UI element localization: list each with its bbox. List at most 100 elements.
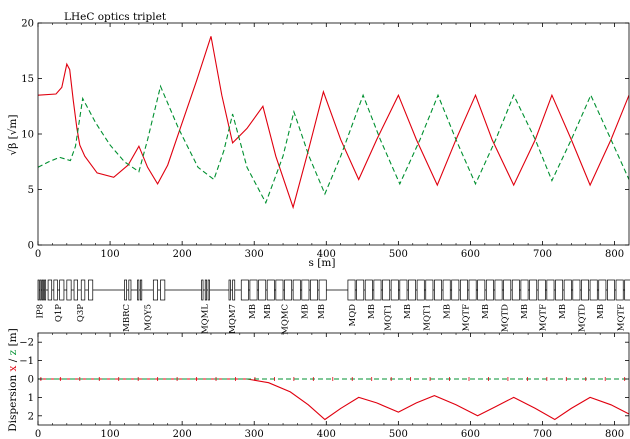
dispersion-x-tick-label: 700 xyxy=(533,429,552,439)
lattice-magnet xyxy=(477,279,486,301)
lattice-label: IP8 xyxy=(35,304,45,319)
lattice-label: MB xyxy=(317,304,327,319)
lattice-label: MB xyxy=(596,304,606,319)
lattice-magnet xyxy=(39,279,42,301)
lattice-magnet xyxy=(589,279,598,301)
lattice-magnet xyxy=(581,279,589,301)
beta-x-tick-label: 200 xyxy=(173,249,192,260)
dispersion-panel: 0 100 200 300 400 500 600 700 800 −2 −1 0 1 2 Dispers… xyxy=(7,328,630,439)
lattice-magnet xyxy=(416,279,425,301)
lattice-magnet xyxy=(152,279,158,301)
dispersion-y-axis-label: Dispersion x / z [m] xyxy=(7,328,19,431)
beta-x-tick-label: 500 xyxy=(389,249,408,260)
beta-y-tick-label: 5 xyxy=(28,185,34,196)
lattice-magnet xyxy=(128,279,132,301)
dispersion-series-x-line xyxy=(38,378,629,421)
lattice-label: MQD xyxy=(348,304,358,327)
dispersion-ylabel-part: / xyxy=(7,355,19,365)
beta-x-tick-label: 0 xyxy=(35,249,41,260)
lattice-magnet xyxy=(59,279,65,301)
lattice-magnet xyxy=(53,279,58,301)
lattice-magnet xyxy=(284,279,293,301)
dispersion-x-tick-label: 300 xyxy=(245,429,264,439)
lattice-magnet xyxy=(572,279,581,301)
lattice-magnet xyxy=(275,279,284,301)
beta-x-tick-label: 600 xyxy=(461,249,480,260)
lattice-label: MB xyxy=(481,304,491,319)
lattice-magnet xyxy=(390,279,399,301)
lattice-magnet xyxy=(373,279,382,301)
beta-y-axis-label: √β [√m] xyxy=(7,115,19,156)
beta-y-tick-label: 10 xyxy=(21,130,34,141)
lattice-label: MQT1 xyxy=(384,304,394,331)
lattice-magnet xyxy=(73,279,78,301)
lattice-magnet xyxy=(347,279,356,301)
beta-series-group xyxy=(38,36,629,210)
lattice-magnet xyxy=(124,279,128,301)
lattice-magnet xyxy=(207,279,210,301)
beta-y-tick-label: 15 xyxy=(21,74,34,85)
beta-x-tick-label: 700 xyxy=(533,249,552,260)
lattice-magnet xyxy=(598,279,607,301)
lattice-magnet xyxy=(249,279,258,301)
dispersion-y-tick-label: 2 xyxy=(28,411,34,422)
lattice-magnet xyxy=(228,279,231,301)
beta-series-x-line xyxy=(38,36,629,210)
dispersion-x-tick-label: 800 xyxy=(605,429,624,439)
lattice-magnet xyxy=(434,279,442,301)
dispersion-series-group xyxy=(38,377,629,421)
lattice-label: MB xyxy=(558,304,568,319)
beta-x-tick-label: 400 xyxy=(317,249,336,260)
lattice-label: MQTF xyxy=(461,304,471,331)
dispersion-y-tick-label: −2 xyxy=(19,338,34,349)
lattice-magnet xyxy=(624,279,630,301)
dispersion-y-tick-label: 1 xyxy=(28,393,34,404)
figure-title: LHeC optics triplet xyxy=(64,11,167,23)
lattice-magnet xyxy=(468,279,477,301)
lattice-element-labels: IP8 Q1P Q3P MBRC MQY5 MQML MQM7 MB MB MQMC MB MB MQD… xyxy=(35,304,626,335)
lattice-label: MB xyxy=(367,304,377,319)
lattice-magnet xyxy=(240,279,249,301)
lattice-magnet xyxy=(318,279,327,301)
lattice-magnet xyxy=(529,279,538,301)
lattice-label: MQTF xyxy=(539,304,549,331)
lattice-label: MQTD xyxy=(577,304,587,332)
lattice-label: MB xyxy=(301,304,311,319)
dispersion-x-tick-label: 400 xyxy=(317,429,336,439)
dispersion-axis-ticks: 0 100 200 300 400 500 600 700 800 −2 −1 0 1 2 xyxy=(19,333,629,439)
lattice-label: Q1P xyxy=(54,304,64,322)
lattice-magnet xyxy=(520,279,529,301)
dispersion-x-tick-label: 100 xyxy=(101,429,120,439)
lattice-magnet xyxy=(80,279,86,301)
lattice-magnet xyxy=(44,279,47,301)
beta-x-tick-label: 300 xyxy=(245,249,264,260)
lattice-label: MQTD xyxy=(500,304,510,332)
beta-series-y-line xyxy=(38,84,629,205)
lattice-magnet xyxy=(37,279,40,301)
dispersion-x-tick-label: 200 xyxy=(173,429,192,439)
beta-plot-frame xyxy=(37,22,630,246)
lattice-label: MB xyxy=(520,304,530,319)
dispersion-ylabel-z: z xyxy=(7,349,19,355)
lattice-label: MB xyxy=(263,304,273,319)
lattice-magnet xyxy=(563,279,572,301)
lattice-magnet xyxy=(292,279,301,301)
lattice-magnet xyxy=(310,279,318,301)
lattice-magnet xyxy=(364,279,373,301)
beta-y-tick-label: 20 xyxy=(21,19,34,30)
lattice-magnet xyxy=(137,279,140,301)
lattice-magnet xyxy=(139,279,143,301)
beta-axis-ticks: 0 100 200 300 400 500 600 700 800 0 5 10 15 20 xyxy=(21,19,629,260)
lattice-magnet xyxy=(511,279,520,301)
lattice-magnet xyxy=(356,279,365,301)
beta-y-tick-label: 0 xyxy=(28,241,34,252)
lattice-label: MBRC xyxy=(122,304,132,332)
lattice-magnet xyxy=(442,279,451,301)
beta-x-tick-label: 100 xyxy=(101,249,120,260)
lattice-magnet xyxy=(232,279,236,301)
dispersion-y-tick-label: 0 xyxy=(28,375,34,386)
lattice-magnet xyxy=(160,279,166,301)
lattice-magnet xyxy=(546,279,555,301)
lattice-magnet xyxy=(459,279,468,301)
lattice-magnet xyxy=(451,279,460,301)
